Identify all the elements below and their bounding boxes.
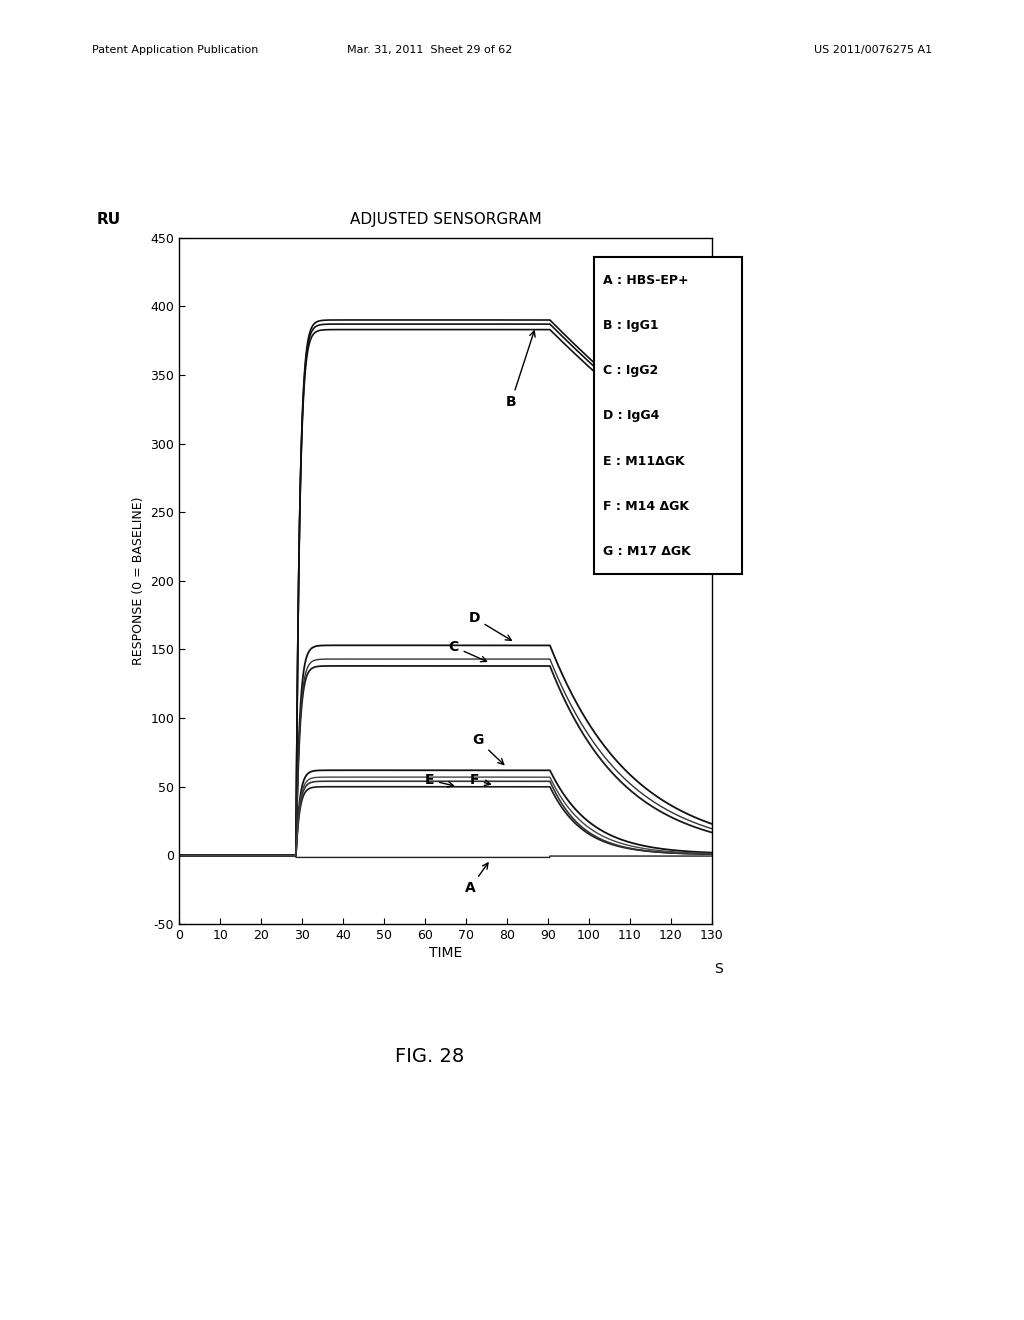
- Y-axis label: RESPONSE (0 = BASELINE): RESPONSE (0 = BASELINE): [132, 496, 145, 665]
- Text: D : IgG4: D : IgG4: [603, 409, 659, 422]
- Text: A: A: [465, 863, 488, 895]
- Text: B : IgG1: B : IgG1: [603, 319, 658, 331]
- Text: Patent Application Publication: Patent Application Publication: [92, 45, 258, 55]
- Text: FIG. 28: FIG. 28: [395, 1047, 465, 1065]
- Text: RU: RU: [96, 213, 121, 227]
- Text: A : HBS-EP+: A : HBS-EP+: [603, 273, 688, 286]
- Text: US 2011/0076275 A1: US 2011/0076275 A1: [814, 45, 932, 55]
- Text: E : M11ΔGK: E : M11ΔGK: [603, 454, 684, 467]
- Text: E: E: [424, 772, 454, 787]
- Title: ADJUSTED SENSORGRAM: ADJUSTED SENSORGRAM: [349, 211, 542, 227]
- Text: F : M14 ΔGK: F : M14 ΔGK: [603, 500, 689, 512]
- X-axis label: TIME: TIME: [429, 946, 462, 960]
- Text: C: C: [449, 640, 486, 661]
- Text: G: G: [472, 733, 504, 764]
- Text: C : IgG2: C : IgG2: [603, 364, 658, 378]
- Text: S: S: [715, 962, 723, 975]
- Text: D: D: [468, 611, 511, 640]
- Text: Mar. 31, 2011  Sheet 29 of 62: Mar. 31, 2011 Sheet 29 of 62: [347, 45, 513, 55]
- Text: F: F: [469, 772, 490, 787]
- Text: G : M17 ΔGK: G : M17 ΔGK: [603, 545, 690, 558]
- Text: B: B: [506, 331, 536, 409]
